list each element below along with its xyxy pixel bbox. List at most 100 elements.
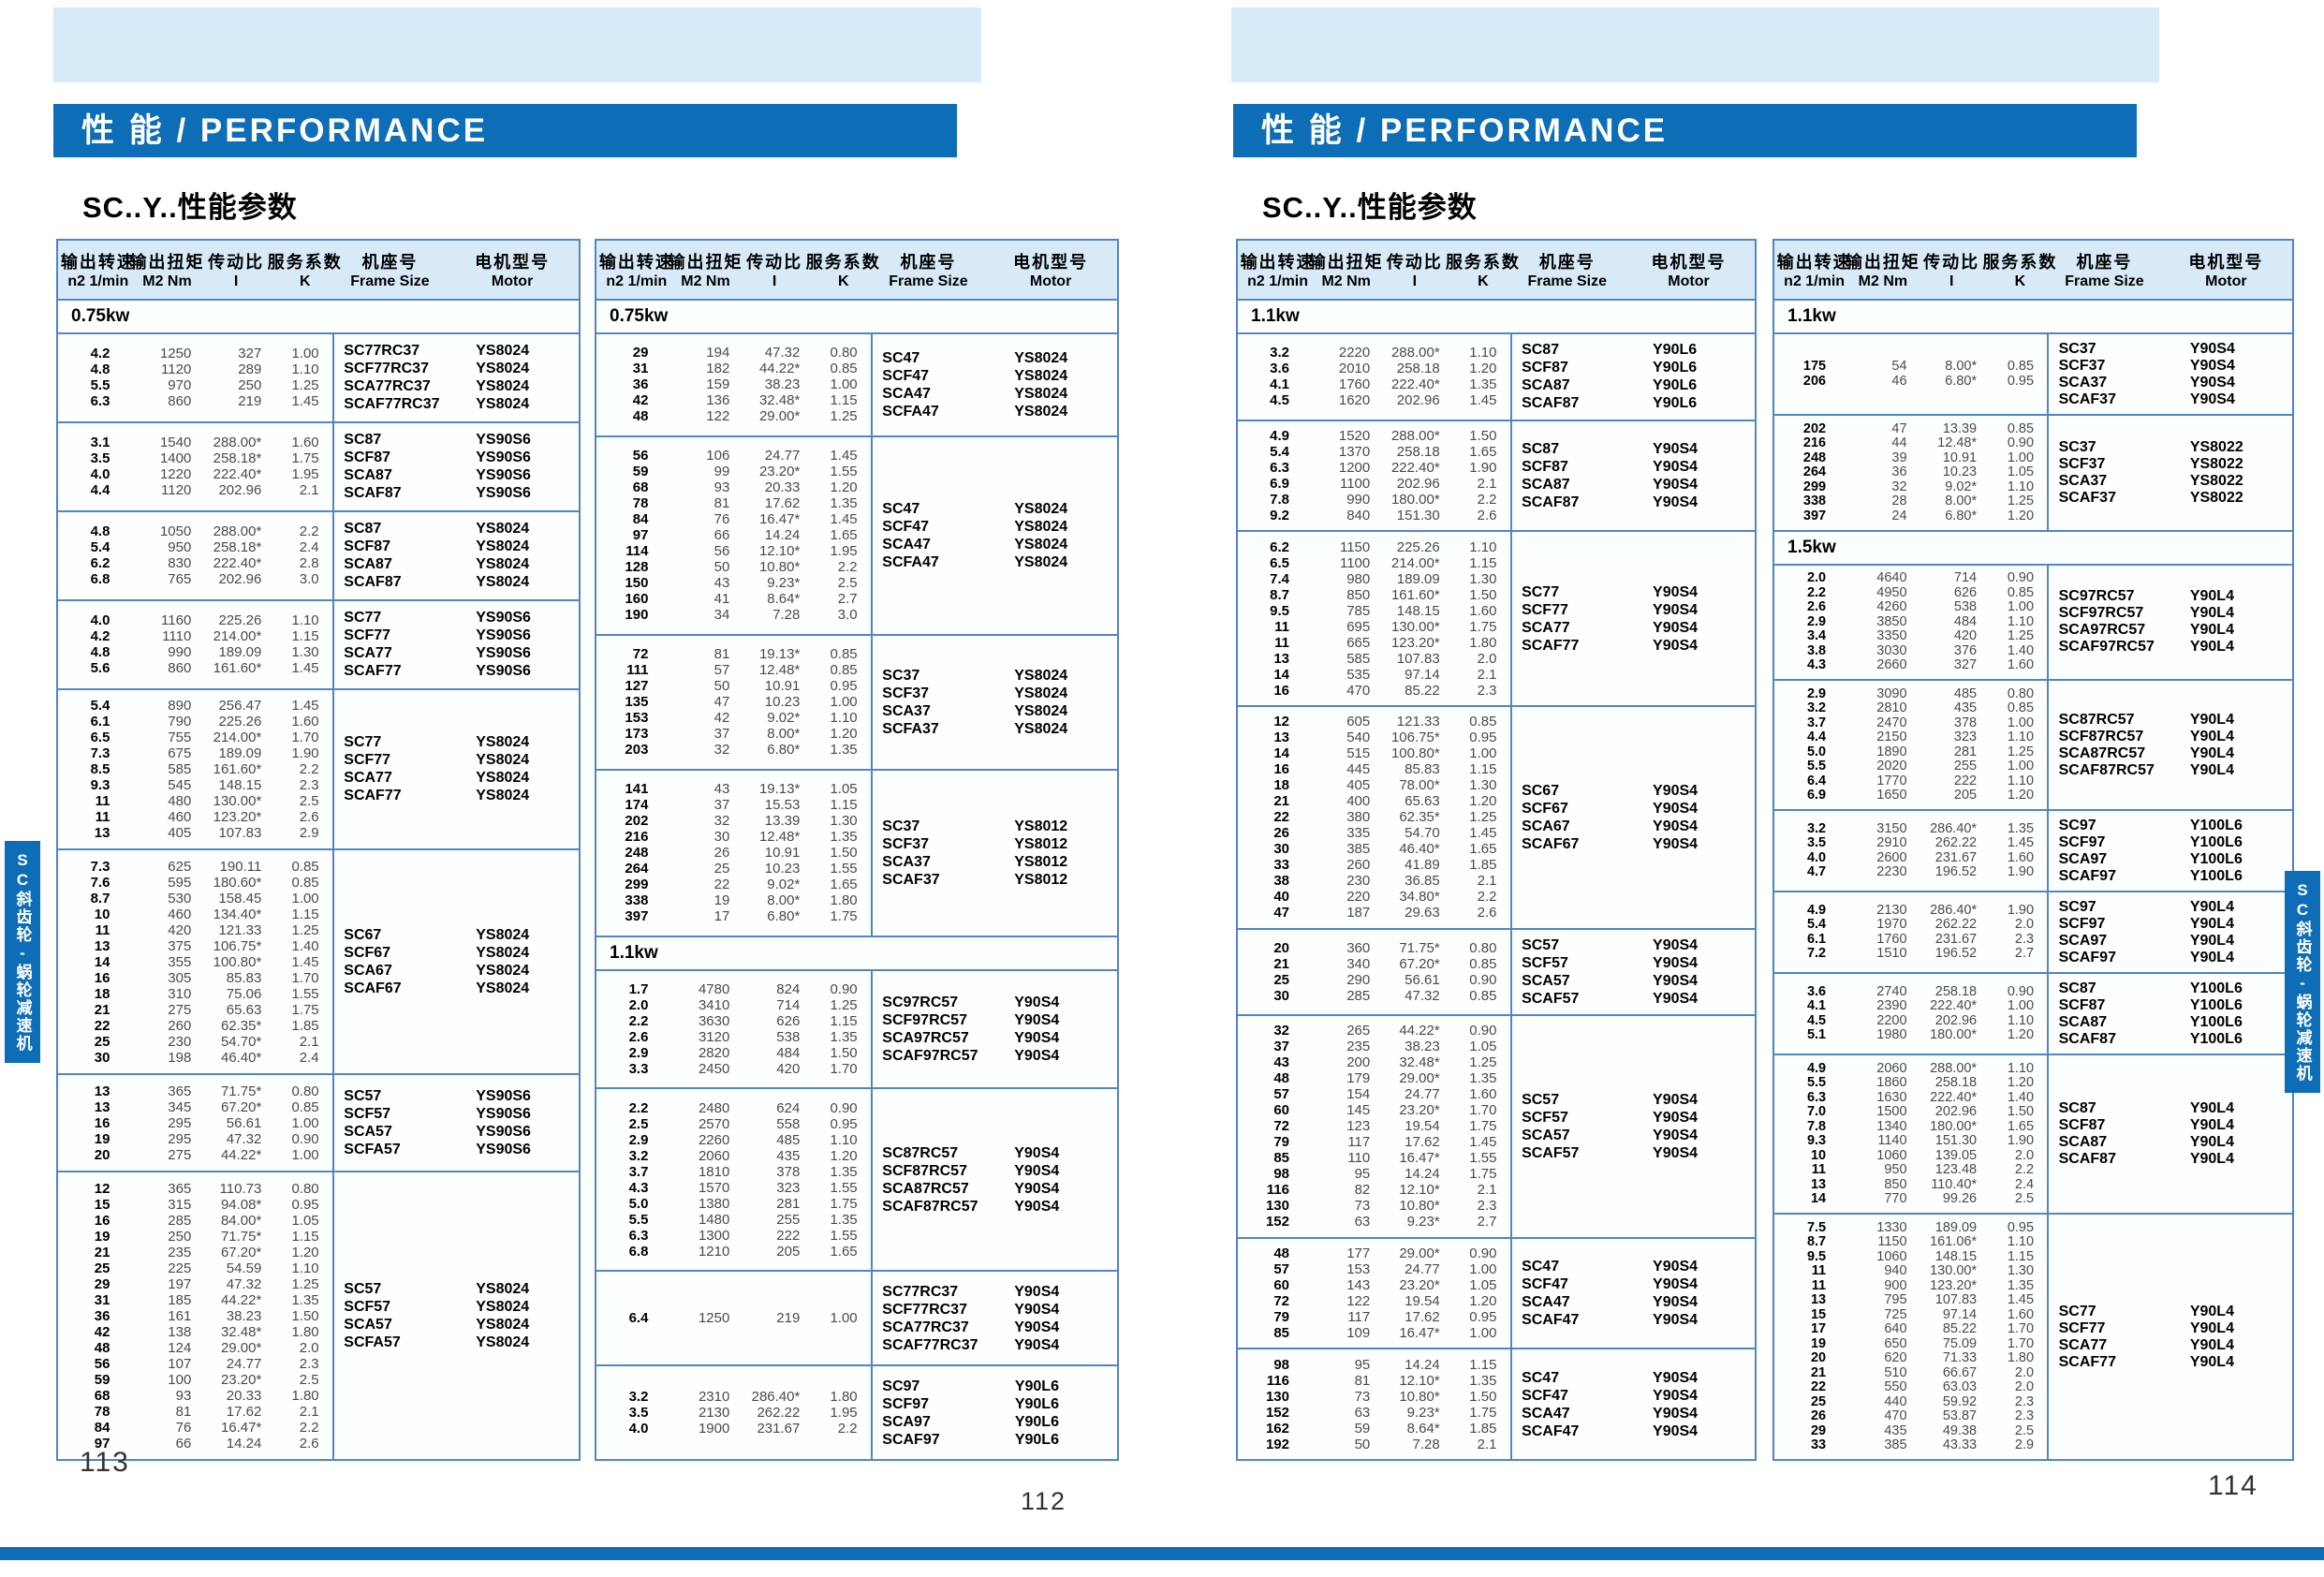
frame-motor-row: SCF37 YS8012: [873, 835, 1117, 853]
ratio-cell: 63.03: [1942, 1379, 1978, 1394]
numeric-values: 202 47 13.39 0.85 216 44 12.48* 0.90 248 39 10.91 1…: [1774, 416, 2050, 530]
torque-cell: 32: [1891, 479, 1907, 494]
frame-motor-row: SCAF97 Y100L6: [2049, 868, 2292, 885]
speed-cell: 22: [94, 1017, 110, 1034]
service-factor-cell: 1.15: [1469, 554, 1497, 571]
frame-motor-row: SCF97RC57 Y90L4: [2049, 605, 2292, 622]
torque-cell: 2260: [698, 1131, 730, 1148]
ratio-cell: 121.33: [1396, 714, 1440, 730]
ratio-cell: 7.28: [772, 607, 801, 624]
service-factor-cell: 1.35: [2007, 1277, 2035, 1293]
ratio-cell: 23.20*: [1399, 1277, 1440, 1294]
speed-cell: 5.0: [1806, 744, 1827, 759]
service-factor-cell: 1.90: [2007, 902, 2035, 918]
frame-size-cell: SCA87RC57: [882, 1180, 969, 1197]
frame-motor-row: SC77RC37 YS8024: [334, 342, 579, 360]
speed-cell: 31: [94, 1291, 110, 1308]
torque-cell: 2660: [1876, 657, 1907, 672]
table-row: 2.2 2480 624 0.90: [596, 1100, 871, 1116]
speed-cell: 8.5: [90, 760, 110, 777]
ratio-cell: 161.60*: [213, 760, 262, 777]
torque-cell: 595: [168, 874, 192, 891]
speed-cell: 7.5: [1806, 1219, 1827, 1235]
table-row: 5.4 950 258.18* 2.4: [58, 539, 332, 555]
ratio-cell: 435: [1953, 700, 1978, 715]
table-row: 21 275 65.63 1.75: [58, 1002, 332, 1018]
ratio-cell: 14.24: [764, 527, 801, 544]
column-header: 输出转速 n2 1/min: [61, 241, 134, 299]
ratio-cell: 29.00*: [1399, 1070, 1440, 1087]
torque-cell: 260: [168, 1017, 192, 1034]
speed-cell: 299: [1802, 479, 1827, 494]
frame-motor-values: SC57 YS8024 SCF57 YS8024 SCA57 YS8024 SCFA57 YS…: [334, 1172, 579, 1459]
motor-type-cell: YS8024: [1014, 518, 1068, 535]
frame-size-cell: SCA57: [344, 1124, 392, 1141]
table-row: 60 143 23.20* 1.05: [1238, 1277, 1510, 1293]
torque-cell: 530: [168, 890, 192, 906]
table-row: 4.8 1120 289 1.10: [58, 361, 332, 377]
table-row-group: 48 177 29.00* 0.90 57 153 24.77 1.00 60 143 23.20*…: [1238, 1236, 1755, 1349]
table-header: 输出转速 n2 1/min 输出扭矩 M2 Nm 传动比 I 服务系数 K 机座号 Frame S…: [1238, 241, 1755, 301]
frame-size-cell: SCA67: [344, 963, 392, 980]
ratio-cell: 8.00*: [767, 892, 801, 909]
torque-cell: 110: [1347, 1150, 1371, 1167]
speed-cell: 48: [1273, 1245, 1289, 1262]
service-factor-cell: 1.45: [2007, 1292, 2035, 1307]
torque-cell: 840: [1346, 507, 1371, 523]
frame-motor-row: SCAF87RC57 Y90L4: [2049, 762, 2292, 779]
frame-motor-values: SC97RC57 Y90S4 SCF97RC57 Y90S4 SCA97RC57 Y90S…: [873, 971, 1117, 1088]
motor-type-cell: YS90S6: [476, 1106, 531, 1123]
ratio-cell: 148.15: [218, 776, 262, 793]
motor-type-cell: YS8024: [476, 945, 530, 962]
frame-size-cell: SCAF87: [344, 485, 402, 502]
service-factor-cell: 1.90: [291, 744, 319, 761]
torque-cell: 1520: [1338, 427, 1371, 444]
frame-motor-row: SCF67 Y90S4: [1512, 800, 1755, 818]
service-factor-cell: 1.05: [291, 1212, 319, 1229]
table-row-group: 7.5 1330 189.09 0.95 8.7 1150 161.06* 1.10 9.5 10…: [1774, 1213, 2292, 1459]
torque-cell: 122: [1346, 1293, 1371, 1310]
table-row: 2.9 3850 484 1.10: [1774, 614, 2047, 630]
service-factor-cell: 0.85: [291, 874, 319, 891]
numeric-values: 7.3 625 190.11 0.85 7.6 595 180.60* 0.85 8.7 530 1…: [58, 850, 334, 1074]
ratio-cell: 288.00*: [213, 523, 262, 540]
frame-size-cell: SCFA37: [882, 720, 939, 737]
speed-cell: 203: [625, 742, 649, 759]
speed-cell: 2.0: [628, 996, 649, 1013]
motor-type-cell: Y90L4: [2189, 1336, 2234, 1353]
motor-type-cell: Y100L6: [2189, 833, 2243, 850]
frame-motor-row: SCAF77 Y90S4: [1512, 637, 1755, 655]
table-row: 5.5 970 250 1.25: [58, 377, 332, 393]
frame-size-cell: SC87: [1522, 342, 1560, 359]
table-row: 2.0 4640 714 0.90: [1774, 570, 2047, 586]
torque-cell: 1400: [159, 450, 192, 467]
power-section-label: 1.1kw: [1774, 301, 2292, 334]
service-factor-cell: 1.95: [291, 466, 319, 483]
table-row: 59 100 23.20* 2.5: [58, 1372, 332, 1388]
motor-type-cell: YS8024: [1014, 367, 1068, 384]
top-band-left: [53, 7, 981, 82]
ratio-cell: 161.06*: [1930, 1234, 1978, 1249]
motor-type-cell: Y90S4: [1653, 1422, 1699, 1439]
motor-type-cell: Y90L4: [2189, 915, 2234, 932]
frame-motor-row: SC57 YS8024: [334, 1280, 579, 1298]
service-factor-cell: 1.50: [1469, 1388, 1497, 1405]
ratio-cell: 8.00*: [1945, 359, 1978, 374]
torque-cell: 2740: [1876, 983, 1907, 999]
service-factor-cell: 2.5: [299, 1371, 319, 1388]
ratio-cell: 9.02*: [767, 877, 801, 893]
frame-motor-row: SCAF87 Y90L6: [1512, 394, 1755, 412]
torque-cell: 95: [1354, 1356, 1371, 1373]
frame-motor-row: SC87 Y90L4: [2049, 1100, 2292, 1117]
service-factor-cell: 1.25: [830, 408, 858, 425]
table-row: 190 34 7.28 3.0: [596, 607, 871, 623]
motor-type-cell: Y90S4: [1014, 1336, 1060, 1353]
table-header: 输出转速 n2 1/min 输出扭矩 M2 Nm 传动比 I 服务系数 K 机座号 Frame S…: [1774, 241, 2292, 301]
frame-size-cell: SC87RC57: [882, 1144, 959, 1161]
frame-motor-row: SCF87 YS8024: [334, 538, 579, 555]
frame-size-cell: SCAF97RC57: [882, 1047, 978, 1064]
speed-cell: 14: [1273, 666, 1289, 683]
motor-type-cell: Y90S4: [1653, 1312, 1699, 1329]
speed-cell: 160: [625, 591, 649, 608]
speed-cell: 6.9: [1806, 788, 1827, 803]
